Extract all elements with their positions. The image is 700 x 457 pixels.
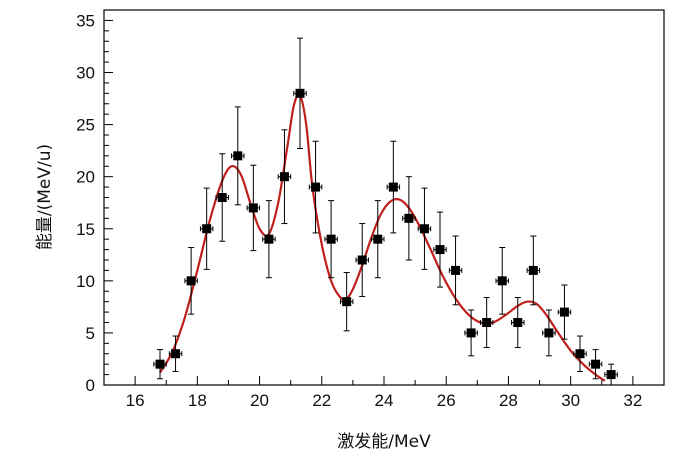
y-tick-label: 35 [76,11,95,30]
data-point [479,297,494,348]
square-marker [497,276,507,286]
square-marker [559,307,569,317]
data-point [339,272,354,332]
y-tick-label: 10 [76,272,95,291]
y-tick-label: 30 [76,64,95,83]
plot-frame [103,9,665,386]
square-marker [451,265,461,275]
square-marker [388,182,398,192]
x-tick-label: 32 [623,391,642,410]
tick-marks [103,9,665,386]
square-marker [171,349,181,359]
square-marker [342,297,352,307]
x-axis-title: 激发能/MeV [337,432,431,452]
y-tick-label: 25 [76,116,95,135]
square-marker [419,224,429,234]
data-point [448,235,463,306]
data-point [526,235,541,306]
square-marker [575,349,585,359]
square-marker [202,224,212,234]
square-marker [217,193,227,202]
data-point [604,363,618,386]
x-tick-label: 16 [126,391,145,410]
x-tick-label: 30 [561,391,580,410]
data-point [199,187,214,270]
data-point [324,200,338,279]
x-tick-label: 22 [312,391,331,410]
square-marker [482,318,492,327]
data-point [433,211,447,288]
square-marker [233,151,243,161]
square-marker [248,203,258,213]
square-marker [528,265,538,275]
y-axis-title: 能量/(MeV/u) [35,144,55,250]
square-marker [279,172,289,182]
data-point [153,349,167,380]
square-marker [311,182,321,192]
data-point [231,106,245,206]
square-marker [264,234,274,244]
data-point [402,176,416,261]
data-point [308,140,323,234]
data-point [277,129,292,225]
data-point [262,200,276,279]
square-marker [373,234,383,244]
data-point [293,37,307,150]
data-point [588,349,603,380]
x-tick-labels: 16 18 20 22 24 26 28 30 32 [126,391,643,410]
data-point [386,140,401,234]
data-point [215,153,229,242]
square-marker [513,318,523,327]
y-tick-label: 5 [86,324,95,343]
data-point [495,247,509,315]
data-points-layer [153,37,618,386]
data-point [168,335,183,372]
x-tick-label: 24 [375,391,394,410]
data-point [371,200,385,279]
data-point [355,223,369,297]
x-tick-label: 18 [188,391,207,410]
square-marker [295,88,305,98]
data-point [511,297,525,348]
data-point [573,335,587,372]
square-marker [606,370,616,380]
data-point [184,247,198,315]
square-marker [404,213,414,223]
y-tick-label: 15 [76,220,95,239]
y-tick-label: 0 [86,376,95,395]
data-point [417,187,432,270]
fit-curve [159,93,606,382]
square-marker [186,276,196,286]
square-marker [466,328,476,338]
data-point [542,309,556,357]
data-point [246,164,261,252]
square-marker [544,328,554,338]
y-tick-label: 20 [76,168,95,187]
square-marker [155,359,165,369]
y-tick-labels: 0 5 10 15 20 25 30 35 [76,11,95,395]
x-tick-label: 28 [499,391,518,410]
square-marker [326,234,336,244]
square-marker [591,359,601,369]
data-point [557,284,572,340]
data-point [464,309,478,357]
square-marker [357,255,367,265]
x-tick-label: 26 [437,391,456,410]
fit-curve-layer [159,93,606,382]
x-tick-label: 20 [250,391,269,410]
square-marker [435,245,445,255]
